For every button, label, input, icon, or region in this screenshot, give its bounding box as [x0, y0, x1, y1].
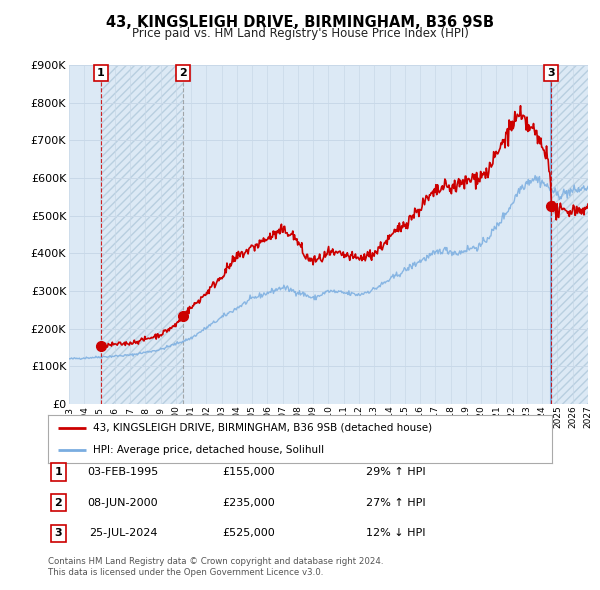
Text: 43, KINGSLEIGH DRIVE, BIRMINGHAM, B36 9SB: 43, KINGSLEIGH DRIVE, BIRMINGHAM, B36 9S…	[106, 15, 494, 30]
Text: 25-JUL-2024: 25-JUL-2024	[89, 529, 157, 538]
Text: 27% ↑ HPI: 27% ↑ HPI	[366, 498, 425, 507]
Bar	[101, 65, 182, 404]
Text: £235,000: £235,000	[223, 498, 275, 507]
Text: 1: 1	[55, 467, 62, 477]
Bar	[551, 65, 588, 404]
Text: £155,000: £155,000	[223, 467, 275, 477]
Text: 08-JUN-2000: 08-JUN-2000	[88, 498, 158, 507]
Text: 2: 2	[55, 498, 62, 507]
Text: Contains HM Land Registry data © Crown copyright and database right 2024.: Contains HM Land Registry data © Crown c…	[48, 557, 383, 566]
Text: 03-FEB-1995: 03-FEB-1995	[88, 467, 158, 477]
Text: This data is licensed under the Open Government Licence v3.0.: This data is licensed under the Open Gov…	[48, 568, 323, 577]
Text: 1: 1	[97, 68, 105, 78]
Text: 2: 2	[179, 68, 187, 78]
Text: 3: 3	[55, 529, 62, 538]
Text: 3: 3	[547, 68, 555, 78]
Text: 12% ↓ HPI: 12% ↓ HPI	[366, 529, 425, 538]
Text: HPI: Average price, detached house, Solihull: HPI: Average price, detached house, Soli…	[94, 445, 325, 455]
Text: Price paid vs. HM Land Registry's House Price Index (HPI): Price paid vs. HM Land Registry's House …	[131, 27, 469, 40]
Text: £525,000: £525,000	[223, 529, 275, 538]
Text: 43, KINGSLEIGH DRIVE, BIRMINGHAM, B36 9SB (detached house): 43, KINGSLEIGH DRIVE, BIRMINGHAM, B36 9S…	[94, 423, 433, 433]
Text: 29% ↑ HPI: 29% ↑ HPI	[366, 467, 425, 477]
